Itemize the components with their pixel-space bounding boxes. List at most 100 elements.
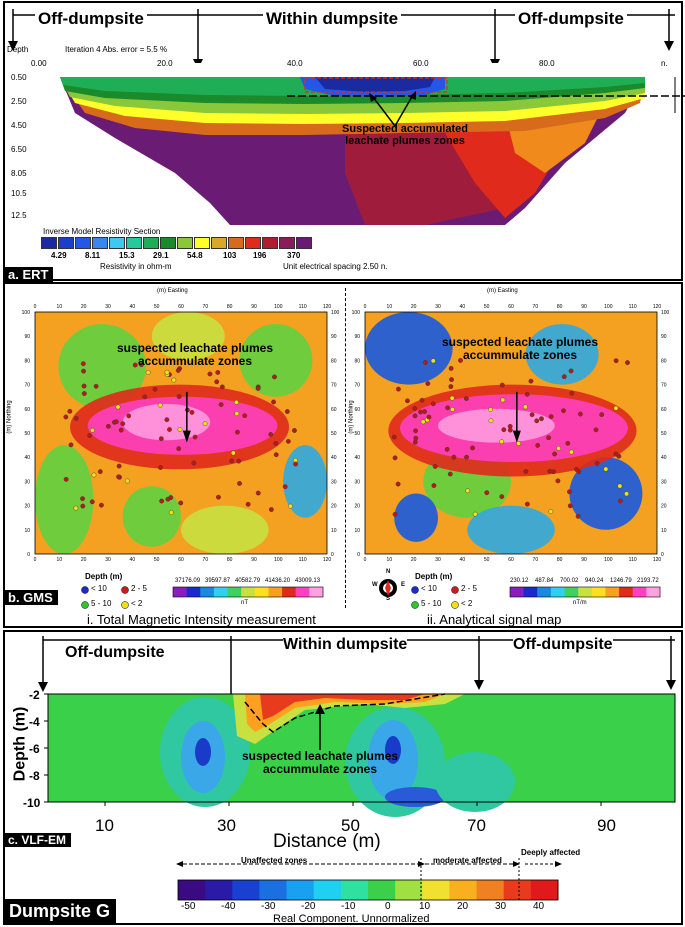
gms-map1-depth-point	[67, 408, 73, 414]
vlf-scale-frame	[177, 879, 559, 901]
gms-map2-scale-value: 940.24	[585, 578, 604, 584]
vlf-anomaly-core	[195, 738, 211, 766]
gms-scale-swatch	[646, 587, 661, 597]
gms-map2-depth-point	[529, 412, 535, 418]
gms-map2-x-tick: 70	[533, 304, 539, 310]
ert-x-tick: 80.0	[539, 59, 555, 68]
gms-map2-depth-point	[420, 419, 426, 425]
gms-map2-depth-point	[548, 414, 554, 420]
vlf-scale-swatch	[503, 880, 532, 900]
gms-map2-depth-point	[528, 378, 534, 384]
gms-scale-swatch	[605, 587, 620, 597]
ert-depth-tick: 4.50	[11, 121, 27, 130]
gms-map1-depth-point	[139, 362, 144, 368]
gms-map1-depth-point	[273, 441, 279, 446]
gms-map1-depth-point	[68, 442, 74, 448]
vlf-plume-orange	[245, 694, 445, 732]
ert-legend-value: 8.11	[85, 251, 101, 260]
gms-map2-x-tick-bottom: 100	[604, 557, 613, 563]
gms-map1-depth-point	[80, 503, 86, 509]
vlf-scale-swatch	[286, 880, 315, 900]
gms-map2-depth-point	[425, 381, 431, 386]
gms-map1-anomaly	[181, 505, 269, 554]
gms-map2-anomaly	[569, 457, 643, 530]
gms-map1-depth-point	[115, 404, 121, 410]
gms-map2-x-tick-bottom: 60	[508, 557, 514, 563]
gms-map2-unit: nT/m	[573, 600, 587, 606]
compass-w: W	[372, 582, 378, 588]
gms-map2-depth-point	[599, 412, 605, 417]
vlf-x-tick: 90	[597, 816, 616, 835]
gms-map1-depth-point	[158, 465, 163, 470]
gms-map2-depth-point	[413, 435, 419, 441]
gms-map2-depth-point	[555, 478, 561, 484]
vlf-color-scale	[176, 858, 562, 902]
vlf-y-tick: -2	[29, 688, 40, 702]
gms-map2-depth-point	[405, 398, 410, 404]
scale-zone-unaffected: Unaffected zones	[241, 856, 308, 865]
depth-legend-dot	[451, 601, 459, 609]
gms-map2-y-tick: 0	[357, 552, 360, 558]
gms-map1-y-tick: 80	[24, 358, 30, 364]
ert-legend-swatch	[126, 237, 142, 249]
gms-scale-swatch	[591, 587, 606, 597]
gms-map2-depth-point	[449, 377, 454, 382]
ert-legend-swatch	[177, 237, 193, 249]
gms-map2-depth-point	[499, 494, 505, 499]
gms-map2-depth-point	[470, 445, 475, 451]
gms-map1-x-tick-bottom: 10	[57, 557, 63, 563]
gms-map2-depth-point	[451, 454, 457, 460]
gms-map1-annotation-line2: accummulate zones	[137, 354, 253, 368]
gms-map1-depth-point	[73, 505, 79, 511]
gms-map2-y-tick-right: 70	[661, 383, 667, 389]
gms-map2-depth-point	[552, 451, 557, 457]
ert-zone-off-right: Off-dumpsite	[515, 9, 627, 29]
gms-map2-scale-value: 230.12	[510, 578, 529, 584]
gms-map2-x-tick: 100	[604, 304, 613, 310]
gms-map1-depth-point	[218, 402, 224, 407]
gms-map2-y-tick-right: 30	[661, 479, 667, 485]
gms-map2-depth-point	[392, 455, 398, 461]
gms-map1-x-tick-bottom: 40	[130, 557, 136, 563]
gms-map1-y-tick-right: 70	[331, 383, 337, 389]
gms-map1-depth-point	[215, 370, 221, 375]
scale-range-arrow-right	[513, 861, 520, 867]
vlf-annotation-line1: suspected leachate plumes	[241, 749, 399, 763]
gms-map1-anomaly	[239, 324, 313, 397]
vlf-annotation-line2: accummulate zones	[262, 762, 378, 776]
gms-map2-anomaly	[525, 324, 599, 385]
ert-legend-swatch	[143, 237, 159, 249]
gms-scale-swatch	[268, 587, 283, 597]
gms-map2-depth-point	[396, 386, 401, 392]
scale-zone-moderate: moderate affected	[433, 856, 502, 865]
ert-legend-value: 29.1	[153, 251, 169, 260]
gms-map1-x-tick-bottom: 90	[251, 557, 257, 563]
gms-map2-x-tick-bottom: 10	[387, 557, 393, 563]
vlf-y-tick: -6	[29, 742, 40, 756]
gms-map1-y-tick: 20	[24, 504, 30, 510]
gms-map1-depth-point	[272, 374, 277, 380]
vlf-zone-within: Within dumpsite	[283, 636, 408, 654]
gms-map2-arrow-head	[512, 430, 521, 443]
vlf-panel: Off-dumpsite Within dumpsite Off-dumpsit…	[3, 630, 683, 925]
gms-map2-depth-point	[499, 382, 505, 388]
gms-map2-depth-point	[484, 490, 490, 496]
gms-scale-swatch	[309, 587, 324, 597]
gms-map2-depth-point	[534, 418, 540, 424]
gms-map2-depth-point	[617, 498, 623, 504]
gms-map1-depth-point	[63, 476, 69, 482]
gms-map1-scale-value: 40582.79	[235, 578, 261, 584]
vlf-scale-swatch	[476, 880, 505, 900]
scale-range-arrow-right	[555, 861, 562, 867]
gms-map1-y-tick: 10	[24, 528, 30, 534]
depth-legend-dot	[81, 601, 89, 609]
ert-resistivity-section	[60, 77, 685, 225]
gms-map2-y-tick: 30	[354, 479, 360, 485]
gms-map1-depth-point	[168, 510, 174, 515]
gms-map1-x-tick-bottom: 30	[105, 557, 111, 563]
gms-map1-depth-point	[282, 484, 288, 490]
vlf-y-tick: -10	[23, 796, 41, 810]
gms-map1-y-tick: 60	[24, 407, 30, 413]
gms-map2-x-tick-bottom: 40	[460, 557, 466, 563]
vlf-arrow-head	[315, 704, 325, 714]
